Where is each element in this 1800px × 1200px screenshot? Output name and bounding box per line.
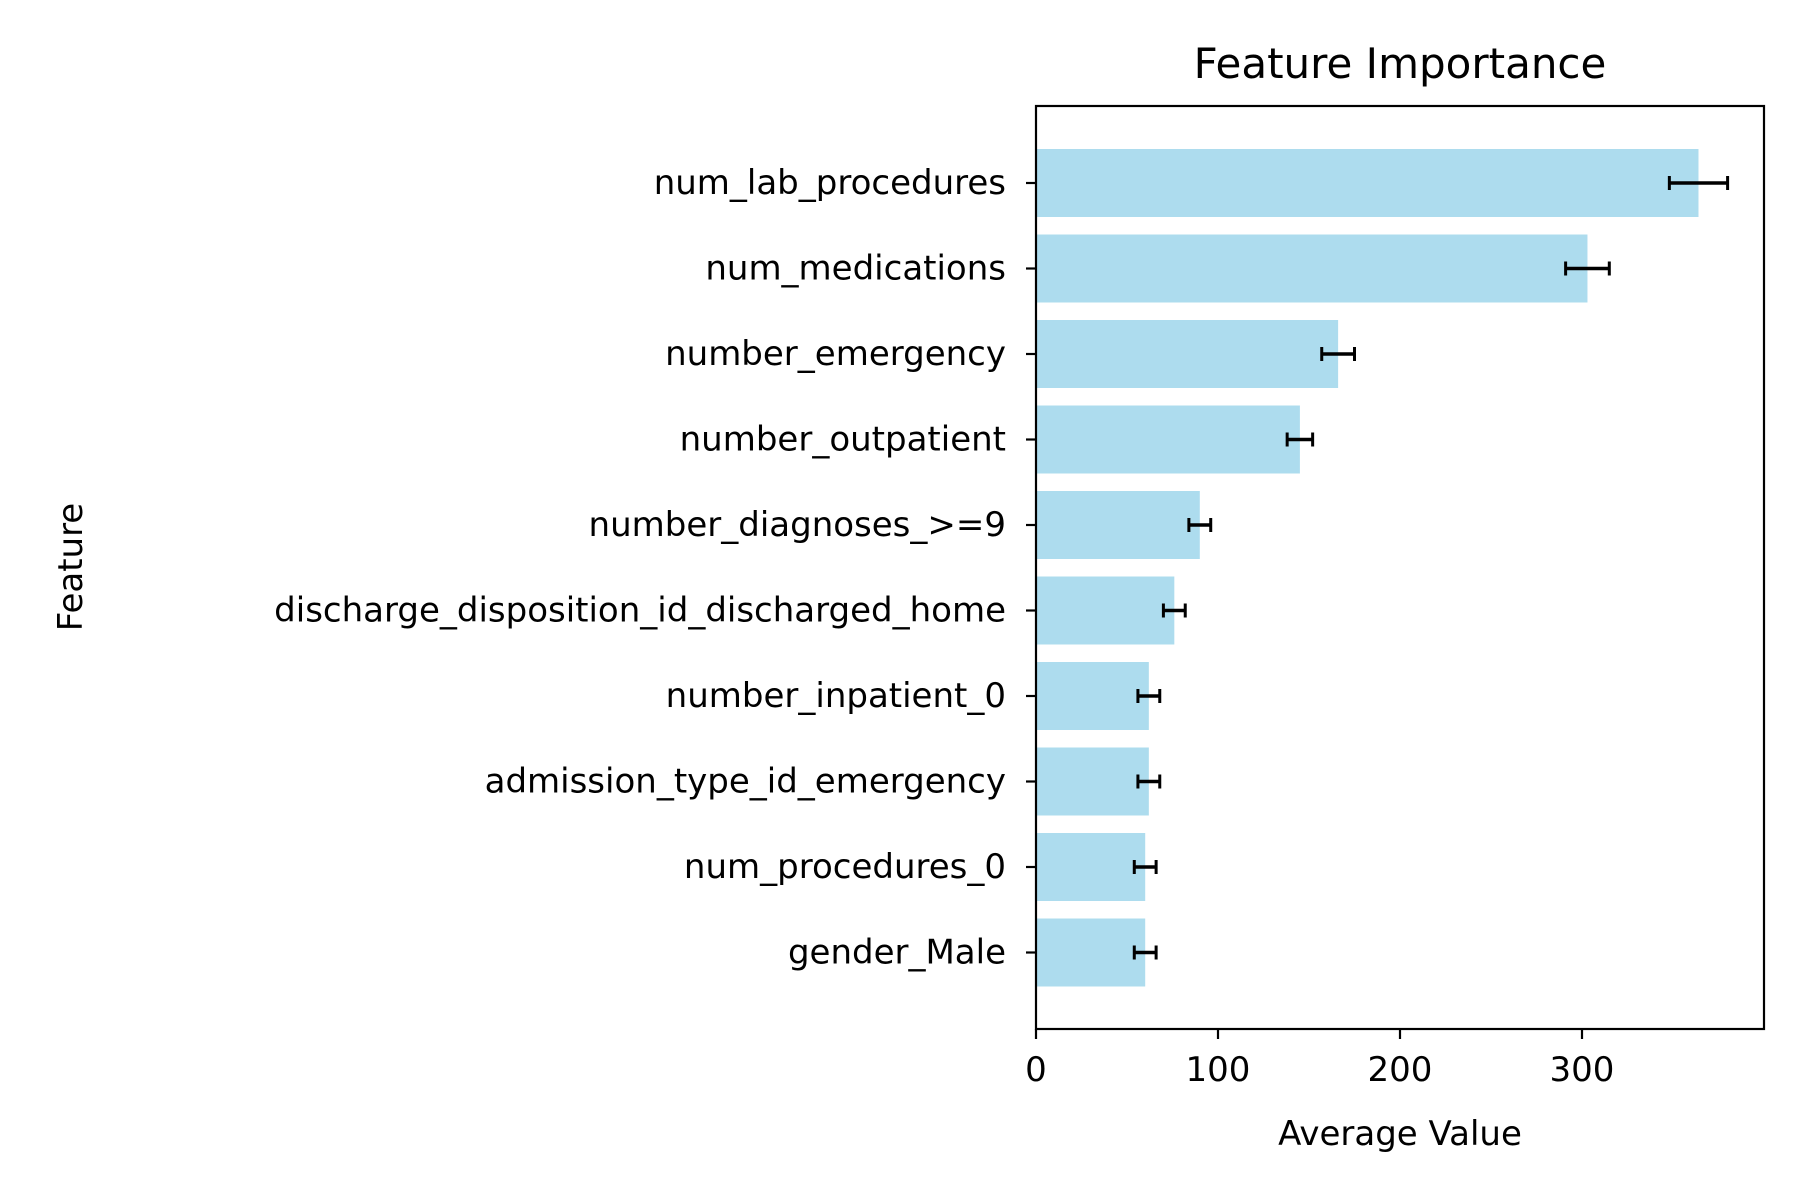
error-bar xyxy=(1132,945,1158,960)
y-tick-label: num_lab_procedures xyxy=(654,163,1006,203)
bar xyxy=(1036,833,1146,901)
error-bar xyxy=(1161,603,1187,618)
x-axis-title: Average Value xyxy=(1278,1114,1522,1154)
chart-title: Feature Importance xyxy=(1194,39,1607,88)
bar xyxy=(1036,405,1300,474)
x-tick-label: 100 xyxy=(1186,1050,1251,1090)
y-tick-label: gender_Male xyxy=(788,933,1006,973)
y-tick-label: number_inpatient_0 xyxy=(666,676,1006,716)
x-tick-label: 200 xyxy=(1368,1050,1433,1090)
x-tick-label: 0 xyxy=(1025,1050,1047,1090)
bar xyxy=(1036,320,1339,388)
bar xyxy=(1036,747,1149,816)
error-bar xyxy=(1132,860,1158,874)
error-bar xyxy=(1285,432,1315,447)
bars-layer xyxy=(1036,149,1699,987)
errorbars-layer xyxy=(1132,176,1730,960)
bar xyxy=(1036,491,1200,559)
bar xyxy=(1036,576,1175,645)
y-tick-label: discharge_disposition_id_discharged_home xyxy=(274,591,1006,631)
y-axis: num_lab_procedures num_medications number_… xyxy=(274,163,1036,973)
y-tick-label: number_diagnoses_>=9 xyxy=(589,505,1006,545)
bar xyxy=(1036,662,1149,730)
y-tick-label: number_outpatient xyxy=(680,420,1006,460)
error-bar xyxy=(1136,774,1162,789)
bar xyxy=(1036,149,1699,217)
error-bar xyxy=(1136,689,1162,703)
error-bar xyxy=(1667,176,1730,190)
bar xyxy=(1036,234,1588,303)
error-bar xyxy=(1320,347,1356,361)
bar xyxy=(1036,918,1146,987)
y-tick-label: number_emergency xyxy=(665,334,1006,374)
y-tick-label: num_procedures_0 xyxy=(684,847,1006,887)
x-tick-label: 300 xyxy=(1550,1050,1615,1090)
y-axis-title: Feature xyxy=(51,503,91,631)
y-tick-label: admission_type_id_emergency xyxy=(485,762,1006,802)
x-axis: 0 100 200 300 xyxy=(1025,1029,1614,1090)
error-bar xyxy=(1564,261,1611,276)
error-bar xyxy=(1187,518,1213,532)
y-tick-label: num_medications xyxy=(705,249,1006,289)
